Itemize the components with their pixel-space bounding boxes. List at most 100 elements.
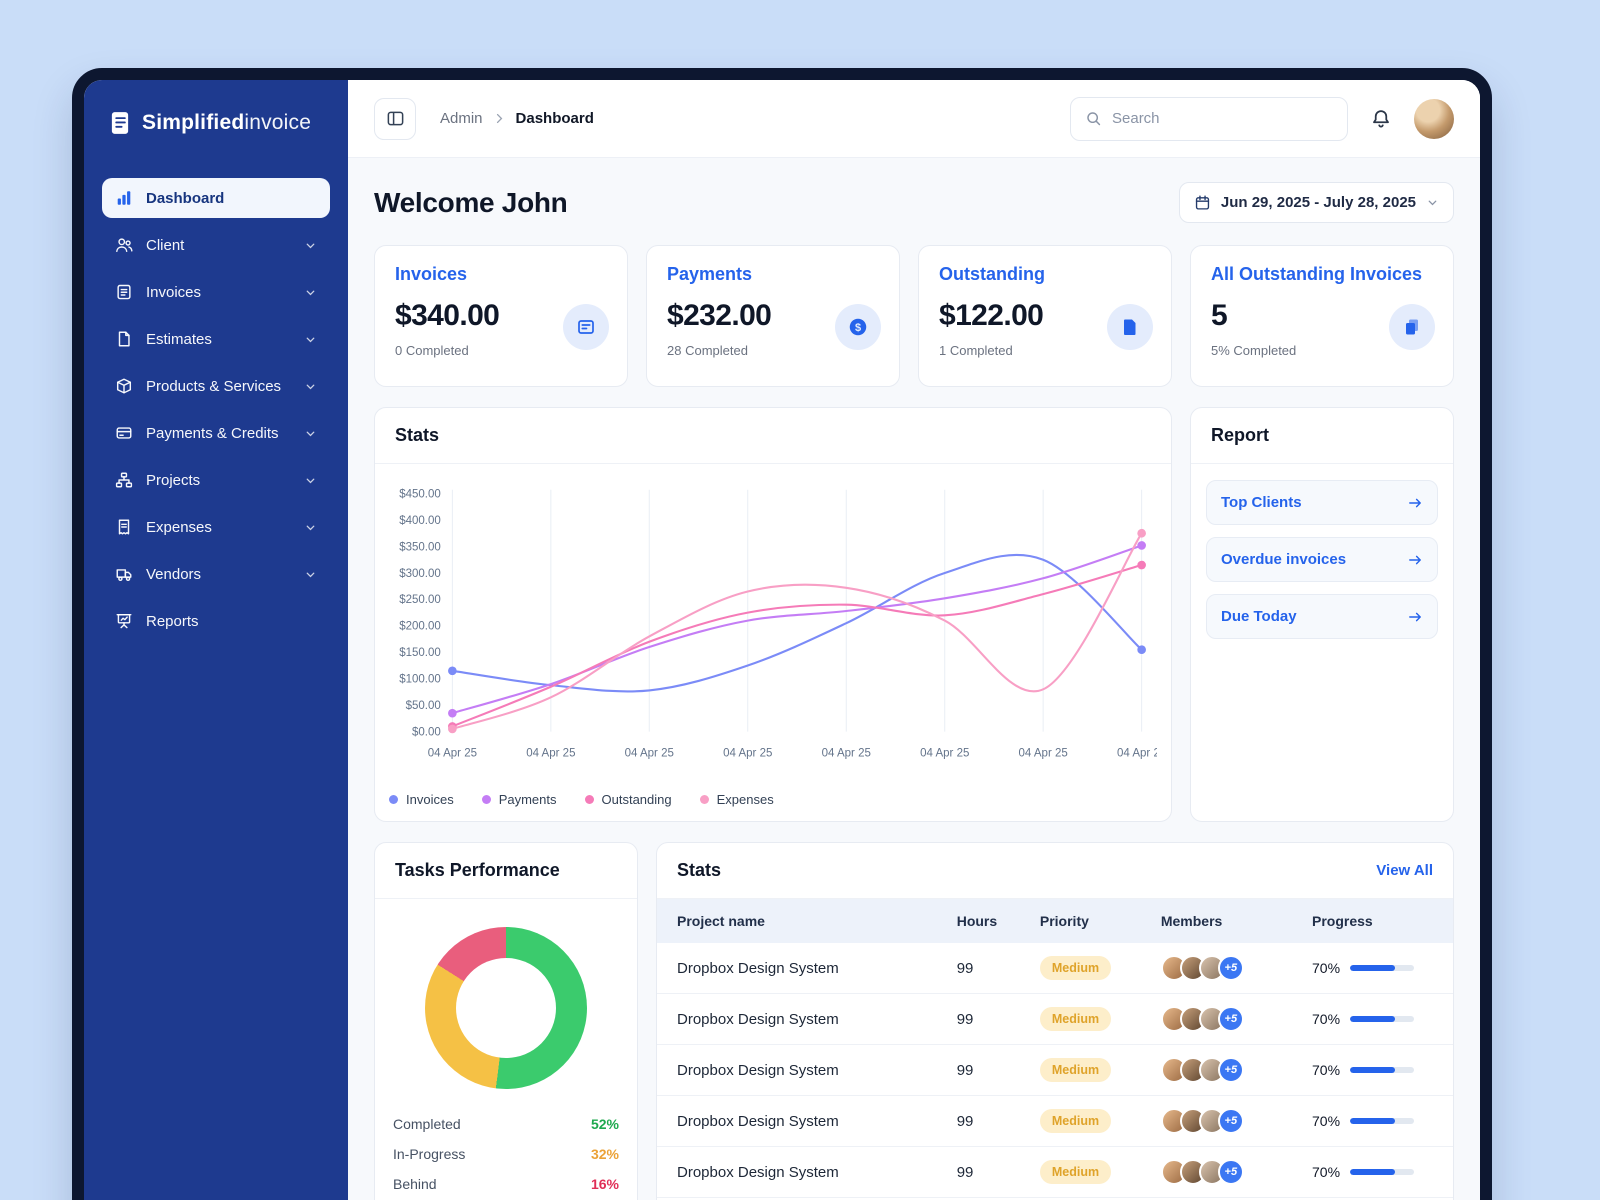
project-name: Dropbox Design System (677, 1061, 839, 1079)
stat-subtext: 1 Completed (939, 343, 1013, 358)
invoice-icon (117, 284, 131, 300)
sidebar-item-products-services[interactable]: Products & Services (102, 366, 330, 406)
document-icon (118, 331, 130, 347)
priority-badge: Medium (1039, 1058, 1112, 1082)
sidebar-item-dashboard[interactable]: Dashboard (102, 178, 330, 218)
report-link-overdue-invoices[interactable]: Overdue invoices (1206, 537, 1438, 582)
sidebar-item-label: Products & Services (146, 377, 282, 395)
sidebar-item-vendors[interactable]: Vendors (102, 554, 330, 594)
report-panel-header: Report (1191, 408, 1453, 464)
legend-item-invoices: Invoices (389, 792, 454, 807)
tasks-panel-header: Tasks Performance (375, 843, 637, 899)
breadcrumb-section[interactable]: Admin (440, 110, 483, 127)
more-members-badge[interactable]: +5 (1217, 955, 1244, 981)
sidebar-item-label: Payments & Credits (146, 424, 279, 442)
more-members-badge[interactable]: +5 (1217, 1159, 1244, 1185)
chevron-down-icon (1426, 196, 1439, 209)
svg-text:$: $ (855, 322, 861, 334)
progress-cell: 70% (1312, 960, 1433, 976)
sidebar-item-payments-credits[interactable]: Payments & Credits (102, 413, 330, 453)
more-members-badge[interactable]: +5 (1217, 1108, 1244, 1134)
chevron-right-icon (493, 112, 506, 125)
date-range-label: Jun 29, 2025 - July 28, 2025 (1220, 194, 1416, 211)
column-header-project: Project name (677, 913, 765, 929)
user-avatar[interactable] (1414, 98, 1454, 139)
stat-card-outstanding: Outstanding $122.00 1 Completed (918, 245, 1172, 387)
sidebar-item-estimates[interactable]: Estimates (102, 319, 330, 359)
column-header-hours: Hours (956, 913, 998, 929)
legend-dot-icon (389, 795, 398, 804)
date-range-picker[interactable]: Jun 29, 2025 - July 28, 2025 (1178, 182, 1454, 223)
sidebar-item-label: Invoices (146, 283, 202, 301)
table-row[interactable]: Dropbox Design System 99 Medium +5 70% (657, 1147, 1453, 1198)
table-header-row: Project name Hours Priority Members Prog… (657, 899, 1453, 943)
legend-dot-icon (699, 795, 709, 804)
arrow-right-icon (1409, 612, 1421, 621)
chevron-down-icon (306, 572, 315, 577)
search-box[interactable] (1070, 96, 1348, 141)
hours-value: 99 (956, 1010, 974, 1028)
table-row[interactable]: Dropbox Design System 99 Medium +5 70% (657, 994, 1453, 1045)
table-row[interactable]: Dropbox Design System 99 Medium +5 70% (657, 943, 1453, 994)
project-name: Dropbox Design System (677, 959, 839, 977)
stats-panel-header: Stats (375, 408, 1171, 464)
sidebar-item-client[interactable]: Client (102, 225, 330, 265)
search-input[interactable] (1112, 110, 1333, 127)
table-row[interactable]: Dropbox Design System 99 Medium +5 70% (657, 1096, 1453, 1147)
priority-badge: Medium (1039, 1109, 1112, 1133)
sidebar-item-label: Reports (146, 612, 199, 630)
members-avatars: +5 (1160, 955, 1312, 981)
members-avatars: +5 (1160, 1006, 1312, 1032)
line-chart-area: $0.00 $50.00 $100.00 $150.00 $200.00 $250.00 $… (375, 464, 1171, 786)
view-all-link[interactable]: View All (1376, 862, 1433, 879)
chart-legend: Invoices Payments Outstanding Expenses (375, 786, 1171, 821)
table-row[interactable]: Dropbox Design System 99 Medium +5 70% (657, 1045, 1453, 1096)
report-link-due-today[interactable]: Due Today (1206, 594, 1438, 639)
sidebar-item-invoices[interactable]: Invoices (102, 272, 330, 312)
bottom-row: Tasks Performance Completed 52% In-Progr… (374, 842, 1454, 1200)
members-avatars: +5 (1160, 1057, 1312, 1083)
brand-logo: Simplifiedinvoice (102, 106, 330, 136)
sidebar-item-reports[interactable]: Reports (102, 601, 330, 641)
calendar-icon (1194, 194, 1211, 211)
sidebar-item-projects[interactable]: Projects (102, 460, 330, 500)
chevron-down-icon (306, 478, 315, 483)
documents-icon (1389, 304, 1435, 350)
sidebar-toggle-button[interactable] (374, 97, 416, 140)
stat-value: $232.00 (667, 299, 772, 332)
projects-table-panel: Stats View All Project name Hours Priori… (656, 842, 1454, 1200)
credit-card-icon (116, 427, 132, 439)
chevron-down-icon (306, 431, 315, 436)
sidebar-item-label: Expenses (146, 518, 212, 536)
arrow-right-icon (1409, 498, 1421, 507)
svg-text:$350.00: $350.00 (399, 541, 441, 553)
progress-cell: 70% (1312, 1062, 1433, 1078)
notifications-bell-icon[interactable] (1370, 108, 1392, 130)
svg-text:04 Apr 25: 04 Apr 25 (822, 748, 871, 760)
hierarchy-icon (115, 472, 133, 488)
report-links: Top Clients Overdue invoices Due Today (1191, 464, 1453, 667)
stat-title: Outstanding (939, 264, 1045, 284)
topbar: Admin Dashboard (348, 80, 1480, 158)
sidebar-toggle-icon (387, 111, 403, 126)
column-header-progress: Progress (1312, 913, 1373, 929)
legend-item-expenses: Expenses (699, 792, 774, 807)
table-panel-header: Stats View All (657, 843, 1453, 899)
svg-text:$200.00: $200.00 (399, 621, 441, 633)
presentation-icon (116, 613, 132, 629)
sidebar-item-expenses[interactable]: Expenses (102, 507, 330, 547)
svg-text:$300.00: $300.00 (399, 568, 441, 580)
more-members-badge[interactable]: +5 (1217, 1057, 1244, 1083)
donut-chart-area (375, 899, 637, 1101)
stat-card-payments: Payments $232.00 28 Completed $ (646, 245, 900, 387)
more-members-badge[interactable]: +5 (1217, 1006, 1244, 1032)
document-icon (1107, 304, 1153, 350)
svg-text:$400.00: $400.00 (399, 515, 441, 527)
sidebar-item-label: Projects (146, 471, 201, 489)
breadcrumb-page[interactable]: Dashboard (515, 110, 594, 127)
column-header-priority: Priority (1039, 913, 1089, 929)
chevron-down-icon (306, 384, 315, 389)
tasks-performance-panel: Tasks Performance Completed 52% In-Progr… (374, 842, 638, 1200)
report-link-top-clients[interactable]: Top Clients (1206, 480, 1438, 525)
legend-dot-icon (481, 795, 491, 804)
